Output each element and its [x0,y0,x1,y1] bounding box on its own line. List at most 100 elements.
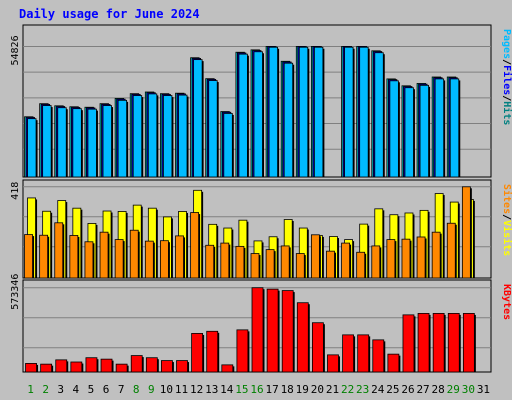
bar-sites-day-29 [446,222,456,279]
x-tick-day-12: 12 [190,383,203,396]
y-tick-label: 54826 [10,35,21,65]
bar-pages-day-23 [359,46,369,178]
bar-pages-day-12 [193,59,203,178]
x-tick-day-15: 15 [235,383,248,396]
side-legend: Sites/Visits [501,184,512,256]
bar-pages-day-19 [298,46,309,178]
bar-pages-day-7 [117,99,128,178]
bar-sites-day-24 [371,245,381,279]
x-tick-day-19: 19 [296,383,309,396]
bar-sites-day-19 [295,253,305,279]
bar-pages-day-27 [419,84,429,178]
bar-kbytes-day-26 [402,314,415,373]
bar-kbytes-day-7 [115,363,128,373]
bar-kbytes-day-4 [70,361,83,373]
bar-pages-day-4 [72,108,82,178]
bar-kbytes-day-19 [296,302,309,373]
bar-kbytes-day-14 [221,364,234,373]
bar-sites-day-22 [341,242,350,279]
bar-kbytes-day-17 [266,288,279,373]
bar-pages-day-9 [147,93,158,178]
x-tick-day-14: 14 [220,383,234,396]
x-tick-day-6: 6 [103,383,110,396]
panel-2: 418 Sites/Visits [10,179,512,279]
bar-pages-day-17 [268,46,278,178]
bar-sites-day-12 [190,212,200,279]
x-tick-day-1: 1 [27,383,34,396]
panel-3: 573346 KBytes [10,274,512,373]
bar-sites-day-26 [401,238,411,279]
bar-pages-day-28 [434,78,445,178]
x-tick-day-22: 22 [341,383,354,396]
bar-sites-day-30 [461,186,471,279]
x-tick-day-3: 3 [57,383,64,396]
bar-sites-day-10 [160,240,169,279]
x-tick-day-20: 20 [311,383,324,396]
x-tick-day-10: 10 [160,383,173,396]
bar-pages-day-8 [132,95,143,178]
bar-pages-day-3 [57,107,67,178]
bar-sites-day-21 [326,250,335,279]
bar-sites-day-28 [431,231,441,279]
x-tick-day-28: 28 [432,383,445,396]
x-tick-day-2: 2 [42,383,49,396]
bar-sites-day-25 [386,239,396,279]
bar-sites-day-23 [356,251,366,279]
bar-sites-day-27 [416,236,426,279]
bar-sites-day-14 [220,242,230,279]
bar-sites-day-9 [144,240,154,279]
legend-visits: Visits [501,220,512,256]
bar-kbytes-day-8 [130,355,143,373]
bar-sites-day-5 [84,241,94,279]
legend-sites: Sites [501,184,512,214]
x-tick-day-16: 16 [250,383,263,396]
bar-kbytes-day-27 [417,313,430,373]
bar-sites-day-18 [280,245,290,279]
bar-pages-day-2 [42,105,52,178]
legend-kbytes: KBytes [501,284,512,320]
bar-kbytes-day-21 [327,354,339,373]
bar-sites-day-3 [54,222,64,279]
chart-title: Daily usage for June 2024 [19,7,200,21]
bar-kbytes-day-28 [432,313,445,373]
x-tick-day-25: 25 [386,383,399,396]
bar-pages-day-20 [313,46,324,178]
bar-pages-day-16 [253,51,263,178]
bar-pages-day-29 [449,78,460,178]
panel-1: 54826 Pages/Files/Hits [10,24,512,178]
bar-sites-day-2 [39,234,49,279]
bar-kbytes-day-11 [176,360,188,373]
bar-pages-day-24 [374,52,384,178]
bar-sites-day-4 [69,235,79,279]
x-tick-day-17: 17 [265,383,278,396]
bar-kbytes-day-5 [85,357,98,373]
x-tick-day-5: 5 [88,383,95,396]
x-tick-day-8: 8 [133,383,140,396]
x-tick-day-4: 4 [73,383,80,396]
x-tick-day-29: 29 [447,383,460,396]
bar-kbytes-day-15 [236,329,249,373]
legend-hits: Hits [501,101,512,125]
y-tick-label: 418 [10,182,21,200]
bar-kbytes-day-23 [357,334,370,373]
bar-kbytes-day-9 [145,357,158,373]
bar-sites-day-20 [310,234,320,279]
bar-kbytes-day-6 [100,358,113,373]
bar-pages-day-26 [404,87,414,178]
bar-kbytes-day-12 [191,333,204,373]
bar-pages-day-25 [389,80,399,178]
x-tick-day-23: 23 [356,383,369,396]
y-tick-label: 573346 [10,274,21,310]
bar-kbytes-day-18 [281,290,294,373]
bar-pages-day-15 [238,53,248,178]
bar-sites-day-17 [265,249,275,279]
bar-kbytes-day-30 [462,313,475,373]
bar-pages-day-1 [27,118,37,178]
bar-sites-day-16 [250,253,260,279]
bar-kbytes-day-16 [251,287,264,373]
x-tick-day-24: 24 [371,383,385,396]
x-tick-day-21: 21 [326,383,339,396]
legend-separator: / [501,95,512,101]
bar-pages-day-5 [87,108,97,178]
bar-kbytes-day-3 [55,359,68,373]
